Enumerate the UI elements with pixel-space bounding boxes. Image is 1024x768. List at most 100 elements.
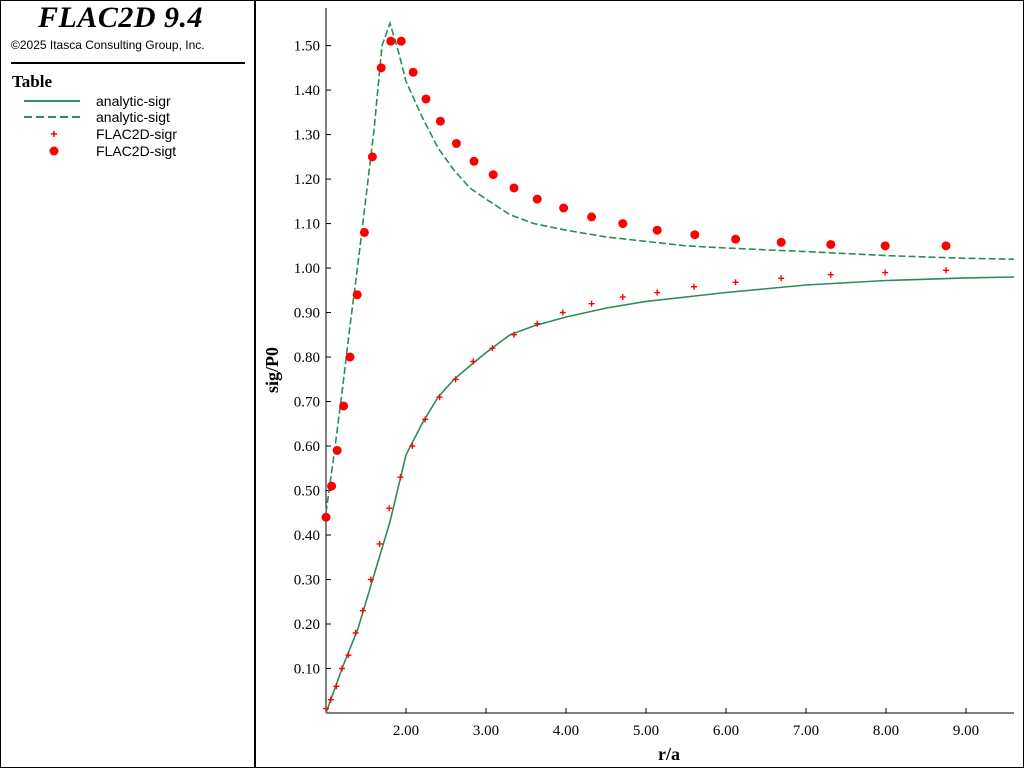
data-point-FLAC2D-sigr [376, 540, 383, 547]
data-point-FLAC2D-sigt [339, 401, 349, 411]
data-point-FLAC2D-sigr [386, 505, 393, 512]
data-point-FLAC2D-sigr [397, 474, 404, 481]
legend-label: FLAC2D-sigr [96, 126, 177, 142]
title-separator [11, 62, 245, 64]
series-line-analytic-sigr [325, 276, 1015, 714]
legend-item-analytic-sigr: analytic-sigr [24, 93, 244, 109]
x-tick-label: 7.00 [793, 723, 819, 739]
data-point-FLAC2D-sigr [732, 279, 739, 286]
y-tick-label: 0.30 [294, 573, 320, 589]
legend-panel: FLAC2D 9.4 ©2025 Itasca Consulting Group… [0, 0, 256, 768]
x-tick-label: 6.00 [713, 723, 739, 739]
data-point-FLAC2D-sigt [618, 219, 628, 229]
legend-item-analytic-sigt: analytic-sigt [24, 109, 244, 125]
y-tick-label: 0.40 [294, 528, 320, 544]
chart-axes: 0.10 0.20 0.30 0.40 0.50 0.60 0.70 0.80 0.90 1.00… [294, 8, 1014, 739]
data-point-FLAC2D-sigt [559, 203, 569, 213]
data-point-FLAC2D-sigt [327, 481, 337, 491]
y-tick-label: 1.00 [294, 261, 320, 277]
data-point-FLAC2D-sigt [776, 237, 786, 247]
data-point-FLAC2D-sigr [778, 275, 785, 282]
data-point-FLAC2D-sigt [532, 194, 542, 204]
y-tick-label: 1.50 [294, 39, 320, 55]
chart-area: 0.10 0.20 0.30 0.40 0.50 0.60 0.70 0.80 0.90 1.00… [262, 8, 1015, 764]
x-tick-label: 8.00 [873, 723, 899, 739]
data-point-FLAC2D-sigt [652, 225, 662, 235]
solid-line-icon [24, 100, 80, 102]
y-tick-label: 1.40 [294, 83, 320, 99]
x-tick-label: 4.00 [553, 723, 579, 739]
data-point-FLAC2D-sigt [880, 241, 890, 251]
x-tick-label: 9.00 [953, 723, 979, 739]
legend-label: analytic-sigt [96, 109, 170, 125]
data-point-FLAC2D-sigt [731, 234, 741, 244]
data-point-FLAC2D-sigt [826, 239, 836, 249]
data-point-FLAC2D-sigt [408, 67, 418, 77]
data-point-FLAC2D-sigt [345, 352, 355, 362]
chart-series [321, 20, 1015, 714]
data-point-FLAC2D-sigr [359, 607, 366, 614]
data-point-FLAC2D-sigr [654, 289, 661, 296]
series-line-analytic-sigt [325, 20, 1015, 513]
data-point-FLAC2D-sigt [941, 241, 951, 251]
dashed-line-icon [24, 116, 80, 118]
x-axis-title: r/a [658, 744, 680, 764]
y-tick-label: 0.20 [294, 617, 320, 633]
data-point-FLAC2D-sigt [367, 152, 377, 162]
data-point-FLAC2D-sigr [470, 358, 477, 365]
data-point-FLAC2D-sigt [421, 94, 431, 104]
data-point-FLAC2D-sigr [943, 267, 949, 274]
data-point-FLAC2D-sigt [451, 138, 461, 148]
data-point-FLAC2D-sigr [452, 376, 459, 383]
y-tick-label: 1.10 [294, 217, 320, 233]
data-point-FLAC2D-sigr [323, 705, 329, 712]
legend-item-flac2d-sigr: FLAC2D-sigr [24, 126, 244, 142]
y-tick-label: 0.90 [294, 306, 320, 322]
data-point-FLAC2D-sigt [469, 156, 479, 166]
copyright-text: ©2025 Itasca Consulting Group, Inc. [11, 38, 205, 52]
data-point-FLAC2D-sigt [509, 183, 519, 193]
data-point-FLAC2D-sigt [376, 63, 386, 73]
y-tick-label: 0.10 [294, 662, 320, 678]
data-point-FLAC2D-sigr [882, 269, 889, 276]
data-point-FLAC2D-sigr [691, 283, 697, 290]
y-tick-label: 1.20 [294, 172, 320, 188]
dot-marker-icon [49, 146, 59, 156]
app-title: FLAC2D 9.4 [38, 1, 204, 34]
legend-heading: Table [12, 72, 53, 91]
data-point-FLAC2D-sigr [511, 331, 517, 338]
data-point-FLAC2D-sigr [619, 293, 626, 300]
data-point-FLAC2D-sigr [352, 629, 359, 636]
x-tick-label: 2.00 [393, 723, 419, 739]
data-point-FLAC2D-sigr [534, 320, 541, 327]
y-tick-label: 1.30 [294, 128, 320, 144]
y-tick-label: 0.80 [294, 350, 320, 366]
x-tick-label: 3.00 [473, 723, 499, 739]
data-point-FLAC2D-sigr [422, 416, 429, 423]
data-point-FLAC2D-sigt [386, 36, 396, 46]
data-point-FLAC2D-sigt [690, 230, 700, 240]
legend-label: analytic-sigr [96, 93, 171, 109]
data-point-FLAC2D-sigr [588, 300, 595, 307]
data-point-FLAC2D-sigt [359, 227, 369, 237]
legend-item-flac2d-sigt: FLAC2D-sigt [24, 143, 244, 159]
data-point-FLAC2D-sigt [332, 445, 342, 455]
data-point-FLAC2D-sigt [352, 290, 362, 300]
y-axis-title: sig/P0 [262, 347, 282, 393]
data-point-FLAC2D-sigr [559, 309, 566, 316]
data-point-FLAC2D-sigr [436, 394, 443, 401]
data-point-FLAC2D-sigt [321, 512, 331, 522]
data-point-FLAC2D-sigr [827, 271, 834, 278]
data-point-FLAC2D-sigt [488, 170, 498, 180]
data-point-FLAC2D-sigr [409, 443, 416, 450]
data-point-FLAC2D-sigt [587, 212, 597, 222]
plus-marker-icon [51, 131, 57, 137]
data-point-FLAC2D-sigr [345, 652, 352, 659]
data-point-FLAC2D-sigr [327, 696, 334, 703]
y-tick-label: 0.50 [294, 484, 320, 500]
data-point-FLAC2D-sigr [367, 576, 374, 583]
y-tick-label: 0.60 [294, 439, 320, 455]
data-point-FLAC2D-sigt [435, 116, 445, 126]
y-tick-label: 0.70 [294, 395, 320, 411]
data-point-FLAC2D-sigr [339, 665, 345, 672]
